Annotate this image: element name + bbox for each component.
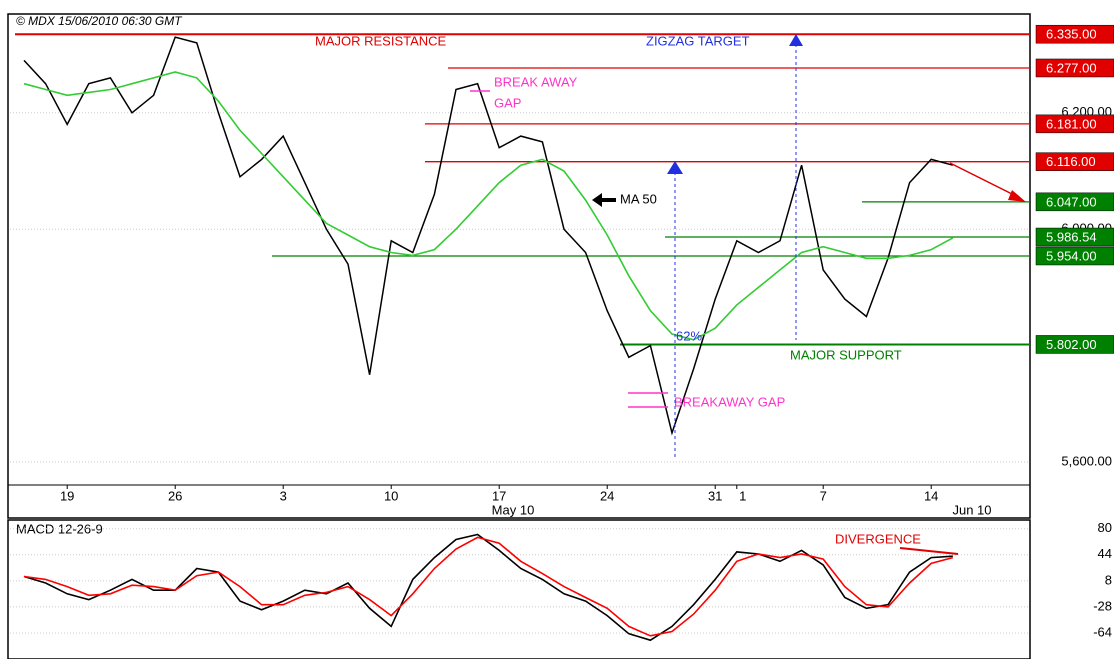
annotation: DIVERGENCE: [835, 531, 921, 546]
ma-arrow: [592, 193, 616, 207]
x-tick-label: 7: [820, 488, 827, 503]
level-box: [1035, 192, 1114, 212]
series-line: [23, 533, 953, 642]
y-tick-label: 44: [1098, 546, 1112, 561]
level-label: 5.954.00: [1046, 248, 1097, 263]
level-box: [1035, 24, 1114, 44]
level-box: [1035, 335, 1114, 354]
x-tick-label: 3: [280, 488, 287, 503]
month-label: May 10: [492, 502, 535, 517]
annotation: MAJOR RESISTANCE: [315, 33, 447, 48]
level-label: 5.802.00: [1046, 337, 1097, 352]
annotation: 62%: [676, 328, 702, 343]
header: © MDX 15/06/2010 06:30 GMT: [16, 14, 183, 28]
y-tick-label: 8: [1105, 572, 1112, 587]
x-tick-label: 24: [600, 488, 614, 503]
x-tick-label: 1: [739, 488, 746, 503]
x-tick-label: 17: [492, 488, 506, 503]
level-label: 6.181.00: [1046, 116, 1097, 131]
y-tick-label: 80: [1098, 520, 1112, 535]
forecast-arrow: [949, 162, 1017, 197]
level-label: 5.986.54: [1046, 229, 1097, 244]
y-tick-label: -64: [1093, 624, 1112, 639]
y-tick-label: 5,600.00: [1061, 453, 1112, 468]
level-label: 6.335.00: [1046, 27, 1097, 42]
macd-frame: [7, 519, 1031, 659]
forecast-arrow-head: [1008, 190, 1026, 202]
y-tick-label: -28: [1093, 598, 1112, 613]
level-box: [1035, 227, 1114, 247]
annotation: MAJOR SUPPORT: [790, 347, 902, 362]
target-arrow: [789, 34, 803, 46]
series-line: [23, 36, 953, 436]
level-label: 6.047.00: [1046, 194, 1097, 209]
x-tick-label: 19: [60, 488, 74, 503]
macd-title: MACD 12-26-9: [16, 521, 103, 536]
series-line: [23, 71, 954, 341]
level-label: 6.116.00: [1046, 154, 1096, 169]
annotation: BREAKAWAY GAP: [674, 394, 785, 409]
x-tick-label: 14: [924, 488, 938, 503]
annotation: ZIGZAG TARGET: [646, 33, 750, 48]
level-box: [1035, 246, 1114, 266]
annotation: GAP: [494, 95, 521, 110]
divergence-line: [899, 547, 959, 555]
x-tick-label: 31: [708, 488, 722, 503]
price-frame: [7, 13, 1031, 519]
month-label: Jun 10: [952, 502, 991, 517]
x-tick-label: 10: [384, 488, 398, 503]
level-box: [1035, 58, 1114, 78]
level-label: 6.277.00: [1046, 60, 1097, 75]
target-arrow: [667, 161, 683, 174]
annotation: BREAK AWAY: [494, 74, 578, 89]
annotation: MA 50: [620, 191, 657, 206]
series-line: [23, 536, 954, 637]
level-box: [1035, 152, 1114, 171]
level-box: [1035, 114, 1114, 134]
x-tick-label: 26: [168, 488, 182, 503]
